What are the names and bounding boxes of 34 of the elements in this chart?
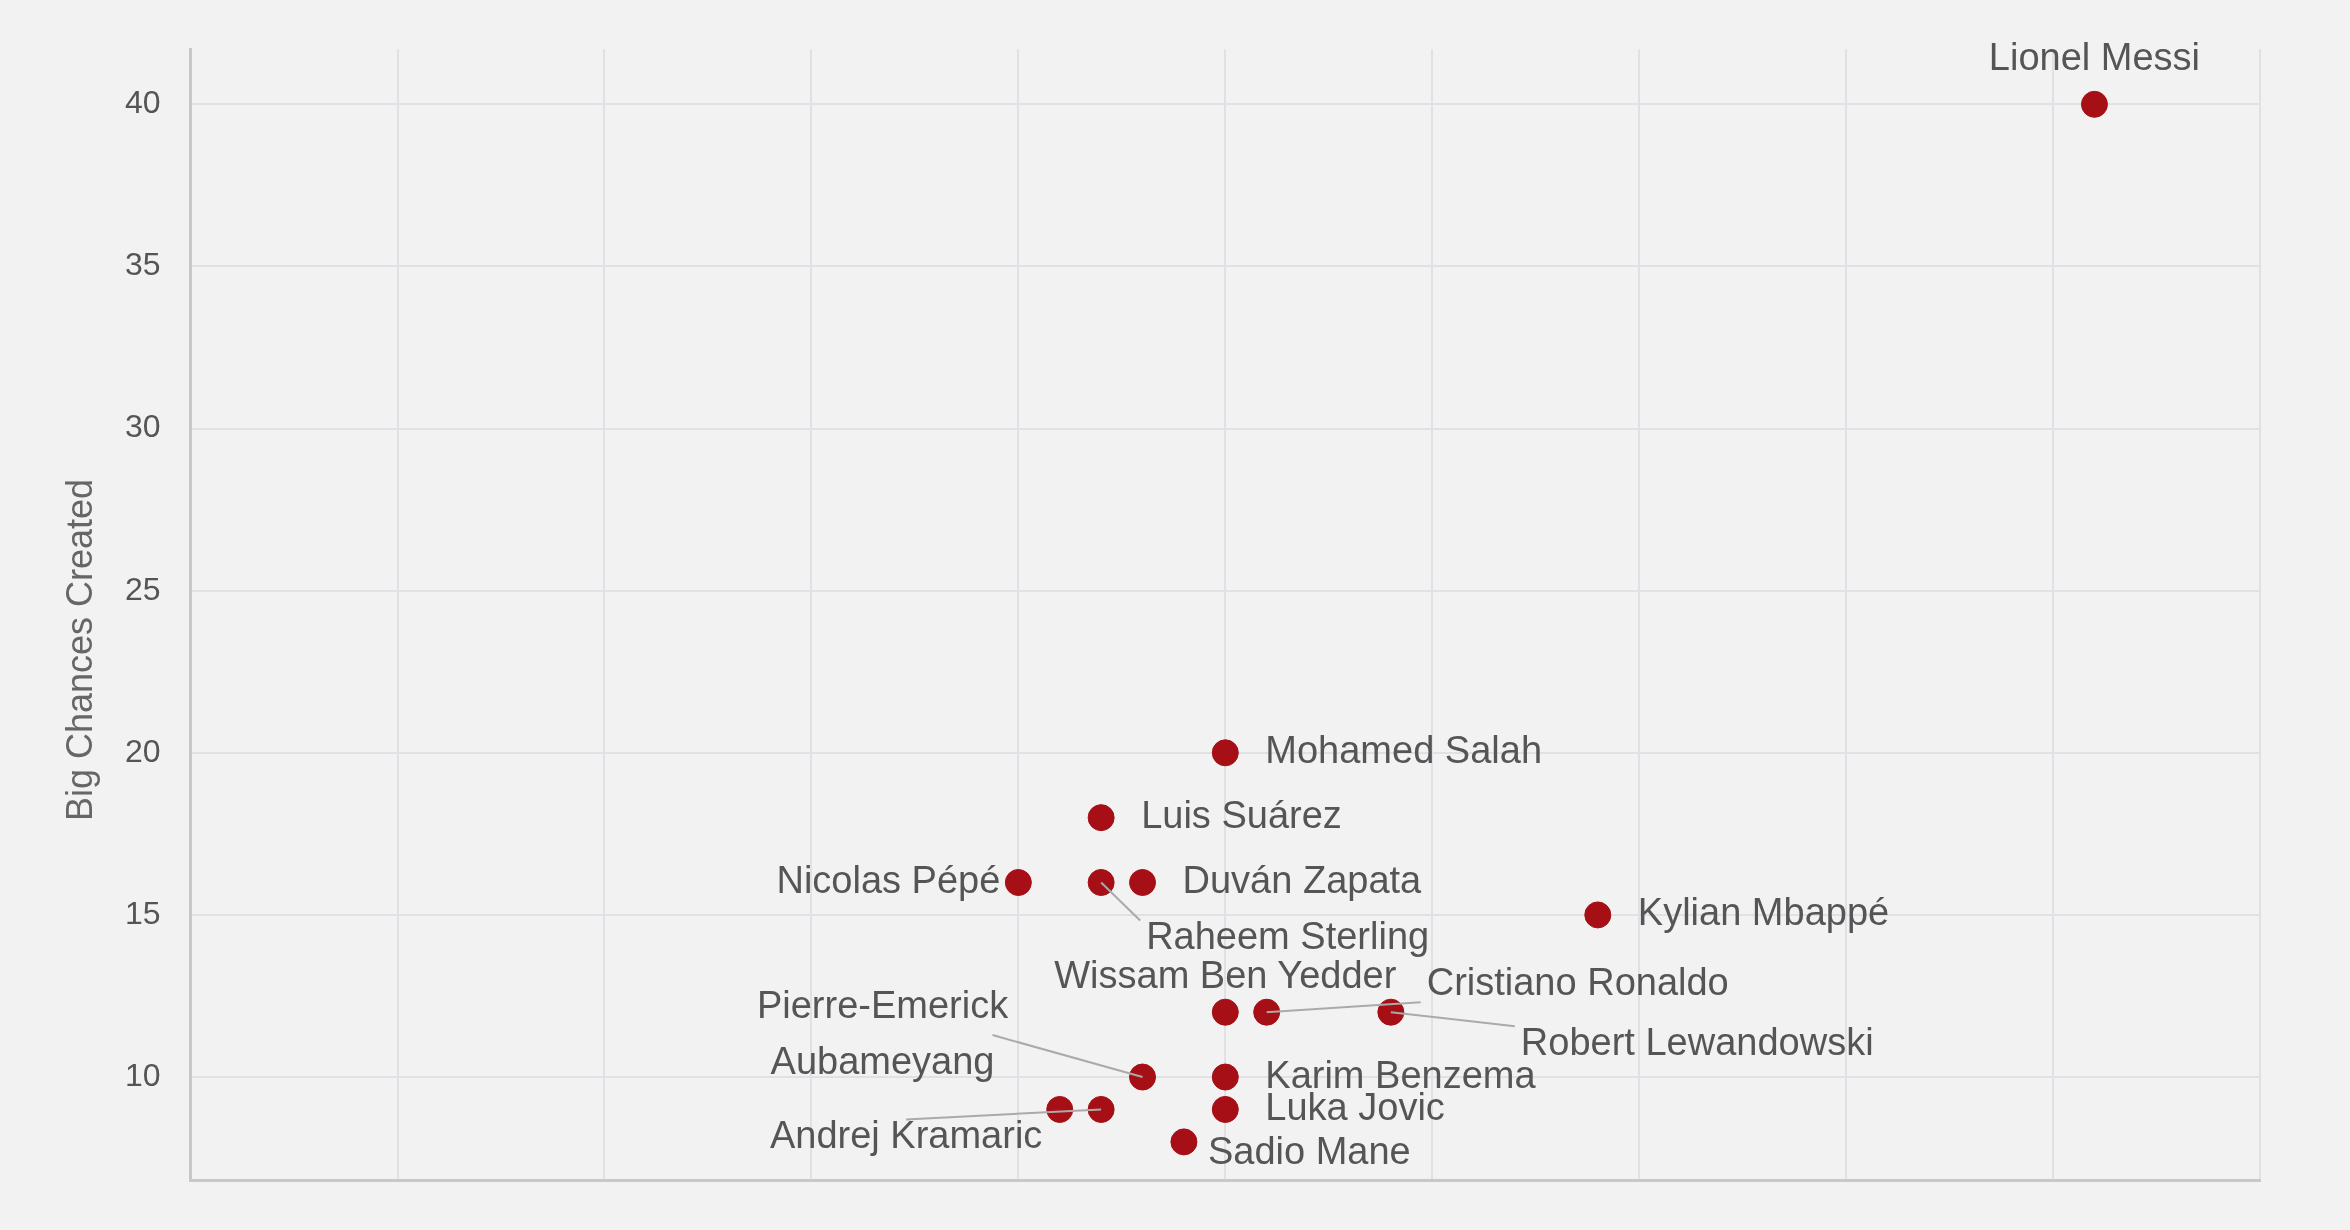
series-label: Duván Zapata: [1182, 858, 1423, 901]
y-tick-label: 15: [125, 894, 161, 931]
point: [1253, 998, 1281, 1026]
series-label: Kylian Mbappé: [1637, 891, 1890, 934]
point: [1087, 1095, 1115, 1123]
series-label: Andrej Kramaric: [769, 1113, 1043, 1156]
point: [1170, 1128, 1198, 1156]
point: [1004, 869, 1032, 896]
point: [1211, 998, 1239, 1026]
y-tick-label: 25: [125, 570, 161, 607]
series-label: Mohamed Salah: [1265, 729, 1543, 772]
series-label: Nicolas Pépé: [776, 858, 1001, 901]
y-tick-label: 40: [125, 84, 161, 121]
text: Robert Lewandowski: [1520, 1020, 1874, 1063]
series-label: Lionel Messi: [1988, 35, 2201, 78]
point: [1087, 804, 1115, 832]
point: [1211, 739, 1239, 767]
y-tick-label: 30: [125, 408, 161, 445]
point: [1129, 1063, 1157, 1091]
point: [1129, 869, 1157, 896]
point: [1046, 1095, 1074, 1123]
y-tick-label: 35: [125, 246, 161, 283]
series-label: Sadio Mane: [1207, 1130, 1411, 1173]
y-tick-label: 10: [125, 1056, 161, 1093]
point: [1087, 869, 1115, 896]
text: Pierre-Emerick Aubameyang: [756, 983, 1010, 1082]
point: [1211, 1063, 1239, 1091]
point: [1584, 901, 1612, 929]
point: [2080, 90, 2108, 118]
text: Cristiano Ronaldo: [1426, 960, 1729, 1003]
series-label: Luis Suárez: [1141, 794, 1342, 837]
y-axis-title: Big Chances Created: [59, 478, 101, 822]
y-tick-label: 20: [125, 732, 161, 769]
point: [1211, 1095, 1239, 1123]
